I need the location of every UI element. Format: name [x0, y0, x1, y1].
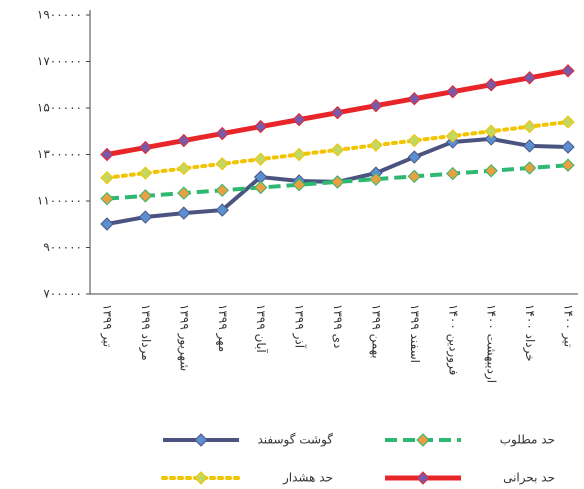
- point-marker: [369, 172, 383, 186]
- legend-marker: [194, 471, 208, 485]
- point-marker: [138, 210, 153, 224]
- point-marker: [177, 206, 191, 220]
- point-marker: [407, 133, 422, 148]
- legend-label: گوشت گوسفند: [257, 433, 333, 448]
- point-marker: [522, 71, 537, 85]
- point-marker: [100, 217, 114, 231]
- point-marker: [407, 169, 422, 184]
- point-marker: [369, 138, 383, 152]
- legend-marker: [194, 433, 208, 447]
- x-tick-label: تیر ۱۴۰۰: [561, 304, 576, 347]
- x-tick-label: اردیبهشت ۱۴۰۰: [484, 304, 499, 383]
- point-marker: [561, 140, 575, 154]
- point-marker: [446, 129, 460, 143]
- y-tick-label: ۹۰۰۰۰۰: [43, 240, 82, 254]
- point-marker: [253, 180, 268, 195]
- point-marker: [215, 157, 229, 171]
- point-marker: [215, 203, 229, 217]
- x-tick-label: بهمن ۱۳۹۹: [368, 304, 383, 359]
- point-marker: [177, 133, 191, 148]
- legend-label: حد هشدار: [282, 471, 333, 486]
- point-marker: [138, 140, 153, 155]
- point-marker: [446, 166, 460, 181]
- point-marker: [522, 161, 537, 175]
- point-marker: [292, 178, 306, 192]
- x-tick-label: مهر ۱۳۹۹: [215, 304, 230, 352]
- point-marker: [484, 124, 498, 138]
- point-marker: [522, 119, 537, 134]
- legend-label: حد بحرانی: [503, 471, 555, 486]
- y-tick-label: ۱۱۰۰۰۰۰: [37, 194, 82, 208]
- x-tick-label: فروردین ۱۴۰۰: [445, 304, 460, 375]
- point-marker: [292, 147, 306, 162]
- legend-label: حد مطلوب: [500, 433, 555, 448]
- point-marker: [100, 191, 114, 206]
- y-tick-label: ۱۷۰۰۰۰۰: [37, 54, 82, 68]
- x-tick-label: اسفند ۱۳۹۹: [408, 304, 422, 363]
- point-marker: [177, 161, 191, 176]
- y-tick-label: ۱۹۰۰۰۰۰: [37, 8, 82, 22]
- y-tick-label: ۱۵۰۰۰۰۰: [37, 101, 82, 115]
- point-marker: [484, 78, 498, 92]
- x-tick-label: آذر ۱۳۹۹: [292, 304, 308, 349]
- point-marker: [561, 64, 575, 78]
- legend-marker: [416, 471, 430, 485]
- point-marker: [407, 150, 422, 164]
- point-marker: [215, 126, 229, 141]
- point-marker: [292, 112, 306, 127]
- point-marker: [561, 158, 575, 172]
- point-marker: [100, 171, 114, 185]
- point-marker: [177, 186, 191, 200]
- point-marker: [215, 183, 229, 198]
- point-marker: [330, 175, 345, 189]
- point-marker: [253, 152, 268, 166]
- x-tick-label: شهریور ۱۳۹۹: [176, 304, 191, 371]
- point-marker: [407, 91, 422, 106]
- point-marker: [522, 139, 537, 153]
- x-tick-label: آبان ۱۳۹۹: [254, 304, 269, 353]
- point-marker: [446, 85, 460, 99]
- point-marker: [330, 143, 345, 157]
- point-marker: [330, 105, 345, 120]
- y-tick-label: ۷۰۰۰۰۰: [43, 287, 82, 301]
- point-marker: [484, 132, 498, 146]
- x-tick-label: تیر ۱۳۹۹: [100, 304, 115, 347]
- x-tick-label: دی ۱۳۹۹: [331, 304, 345, 348]
- point-marker: [138, 166, 153, 180]
- point-marker: [369, 98, 383, 113]
- point-marker: [561, 115, 575, 129]
- point-marker: [100, 147, 114, 162]
- x-tick-label: مرداد ۱۳۹۹: [138, 304, 153, 361]
- legend-marker: [416, 433, 430, 447]
- x-tick-label: خرداد ۱۴۰۰: [522, 304, 537, 362]
- point-marker: [253, 119, 268, 134]
- y-tick-label: ۱۳۰۰۰۰۰: [37, 147, 82, 161]
- point-marker: [138, 189, 153, 203]
- point-marker: [484, 164, 498, 178]
